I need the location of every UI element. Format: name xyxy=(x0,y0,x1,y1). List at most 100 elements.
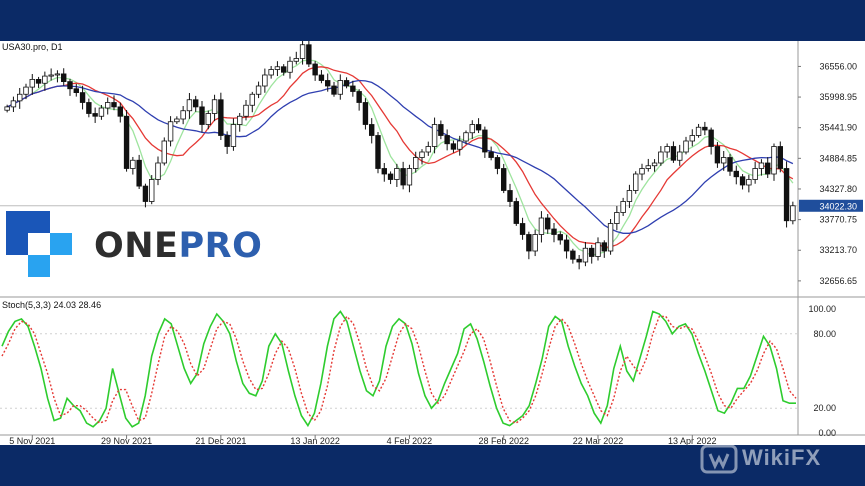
candle-bear xyxy=(61,73,67,83)
candle xyxy=(645,158,651,172)
candle-bear xyxy=(375,135,381,169)
candle xyxy=(48,68,54,81)
candle-bear xyxy=(369,124,375,136)
candle xyxy=(211,94,218,122)
stoch-tick-label: 0.00 xyxy=(818,428,836,438)
time-tick-label: 29 Nov 2021 xyxy=(101,436,152,445)
candle xyxy=(746,174,752,193)
chart-canvas: 36556.00 35998.95 35441.90 34884.85 34327.80… xyxy=(0,38,865,446)
candle xyxy=(790,201,796,225)
candle-bear xyxy=(350,85,356,92)
candle xyxy=(343,77,350,89)
candle-bull xyxy=(633,173,639,191)
candle xyxy=(186,92,193,119)
candle-bear xyxy=(513,201,519,224)
candle xyxy=(450,140,457,153)
candle-bear xyxy=(765,162,771,175)
candle-bull xyxy=(419,151,425,158)
candle xyxy=(387,171,394,185)
candle xyxy=(651,159,658,172)
candle-bear xyxy=(714,146,721,164)
candle xyxy=(494,154,501,175)
candle xyxy=(249,91,255,113)
wikifx-watermark-icon xyxy=(700,444,738,474)
candle-bear xyxy=(318,74,325,81)
candle-bear xyxy=(86,102,92,114)
candle-bear xyxy=(444,135,450,145)
candle xyxy=(438,120,444,140)
candle-bull xyxy=(626,190,633,202)
candle-bull xyxy=(607,223,614,252)
candle xyxy=(123,110,130,172)
candle-bull xyxy=(54,73,61,76)
candle-bull xyxy=(17,93,23,102)
candle-bull xyxy=(149,179,155,202)
stoch-tick-label: 20.00 xyxy=(813,403,836,413)
candle-bear xyxy=(708,129,714,147)
candle-bull xyxy=(337,80,343,95)
candle-bull xyxy=(695,126,702,136)
candle xyxy=(607,218,614,255)
ma-slow-line xyxy=(6,79,794,234)
candle xyxy=(733,165,739,185)
candle xyxy=(620,197,626,217)
candle xyxy=(149,175,155,205)
candle-bull xyxy=(167,121,174,142)
candle xyxy=(287,56,293,79)
candle-bull xyxy=(746,179,752,186)
ma-fast-line xyxy=(6,59,794,257)
candle-bear xyxy=(739,176,746,186)
candle-bull xyxy=(425,146,431,153)
candle xyxy=(42,71,48,91)
price-tick-label: 34884.85 xyxy=(819,153,857,163)
candle-bear xyxy=(501,168,507,191)
candle xyxy=(783,161,790,228)
candle-bear xyxy=(526,234,532,252)
candle-bull xyxy=(205,113,211,125)
candle-bear xyxy=(563,239,570,252)
candle xyxy=(274,61,281,77)
candle-bear xyxy=(362,102,369,125)
candle-bear xyxy=(777,146,783,169)
candle-bear xyxy=(545,217,551,230)
candle-bull xyxy=(130,159,136,169)
candle-bear xyxy=(325,80,331,87)
candle-bull xyxy=(243,104,249,117)
candle xyxy=(350,80,356,97)
candle xyxy=(199,101,205,133)
candle xyxy=(130,156,136,175)
candle xyxy=(54,70,61,83)
candle xyxy=(4,104,10,113)
candle xyxy=(765,157,771,179)
candle xyxy=(262,68,268,93)
price-tick-label: 35441.90 xyxy=(819,123,857,133)
candle xyxy=(695,123,702,138)
candle xyxy=(507,183,513,207)
price-tick-label: 34327.80 xyxy=(819,184,857,194)
candle xyxy=(161,137,167,166)
candle-bear xyxy=(73,88,79,93)
candle-bull xyxy=(211,99,218,114)
candle xyxy=(293,51,299,65)
candle-bull xyxy=(42,75,48,84)
candle-bear xyxy=(727,157,733,172)
candle xyxy=(595,237,601,261)
candle-bear xyxy=(117,106,123,117)
candle-bull xyxy=(299,44,306,59)
candle xyxy=(771,143,777,181)
current-price-tag xyxy=(799,199,863,212)
candle-bear xyxy=(576,258,582,263)
candle-bull xyxy=(230,124,237,147)
candle xyxy=(677,144,683,166)
candle xyxy=(406,164,413,193)
price-tick-label: 36556.00 xyxy=(819,61,857,71)
candle xyxy=(98,104,105,120)
candle xyxy=(551,223,557,243)
time-tick-label: 13 Jan 2022 xyxy=(290,436,340,445)
candle-bull xyxy=(255,85,262,95)
candle xyxy=(105,97,111,115)
candle-bull xyxy=(394,168,400,180)
candle xyxy=(513,197,519,226)
candle-bear xyxy=(557,234,563,241)
stoch-tick-label: 80.00 xyxy=(813,329,836,339)
